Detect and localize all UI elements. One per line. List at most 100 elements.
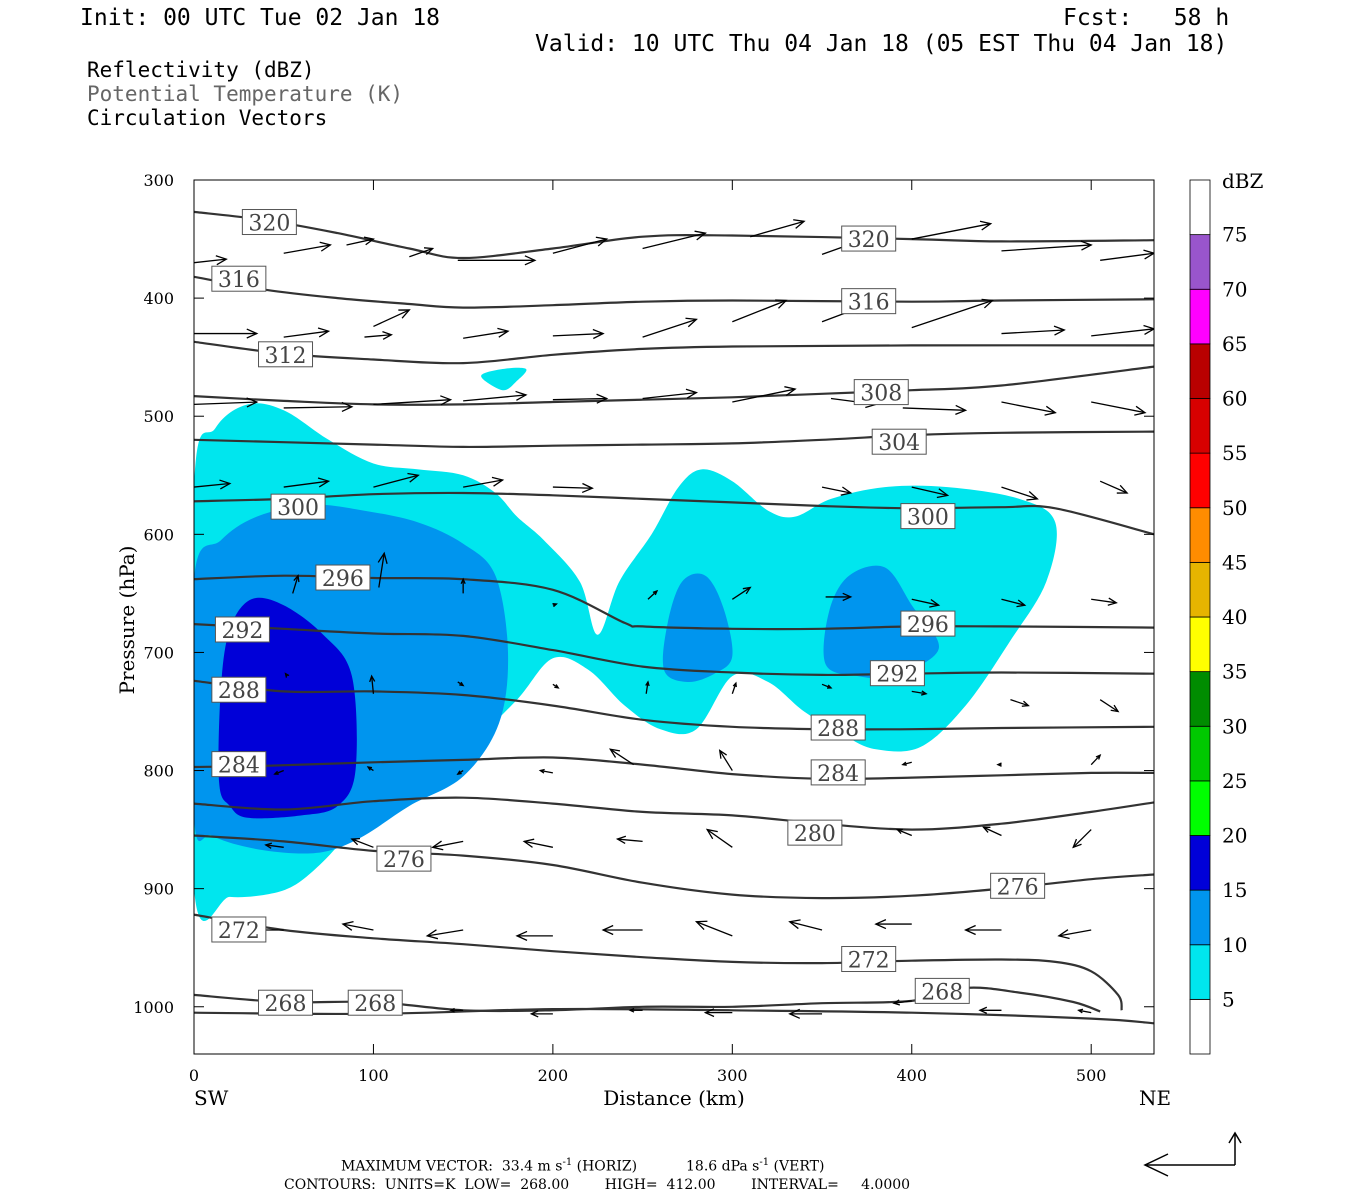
field-reflectivity: Reflectivity (dBZ) — [87, 58, 315, 82]
theta-label-320: 320 — [248, 212, 290, 237]
y-tick-label: 400 — [143, 289, 174, 308]
colorbar-swatch — [1189, 452, 1211, 509]
circulation-vector — [978, 1006, 1002, 1014]
theta-label-box — [211, 751, 267, 778]
colorbar-level-label: 10 — [1222, 933, 1247, 957]
theta-label-box — [869, 660, 925, 687]
circulation-vector — [874, 919, 912, 930]
circulation-vector — [788, 1008, 823, 1019]
circulation-vector — [1072, 829, 1092, 849]
circulation-vector — [645, 680, 650, 694]
y-tick-label: 800 — [143, 762, 174, 781]
circulation-vector — [373, 472, 420, 488]
axes: 300 400 500 600 700 800 900 1000 0 100 200 300 400 50… — [133, 171, 1154, 1085]
circulation-vector — [522, 838, 554, 848]
forecast-hour: Fcst: 58 h — [1063, 5, 1230, 31]
theta-label-288: 288 — [817, 717, 859, 742]
theta-contour-316-2 — [194, 275, 1154, 309]
colorbar: 5 10 15 20 25 30 35 40 45 50 55 60 65 70 75 — [1189, 179, 1247, 1055]
colorbar-level-label: 15 — [1222, 878, 1247, 902]
max-vert-value: 18.6 dPa s — [686, 1158, 760, 1175]
colorbar-level-label: 45 — [1222, 550, 1247, 574]
circulation-vector — [552, 328, 605, 340]
circulation-vector — [731, 586, 752, 600]
circulation-vector — [731, 681, 737, 694]
circulation-vector — [647, 589, 659, 600]
circulation-vector — [463, 390, 528, 402]
colorbar-swatch — [1189, 179, 1211, 236]
circulation-vector — [341, 920, 374, 931]
theta-label-276: 276 — [997, 875, 1039, 900]
theta-label-box — [900, 503, 956, 530]
circulation-vector — [642, 317, 698, 338]
x-tick-label: 200 — [538, 1066, 569, 1085]
theta-label-292: 292 — [876, 663, 918, 688]
theta-contour-288-13 — [194, 679, 1154, 731]
circulation-vector — [194, 255, 228, 266]
reflectivity-fills — [194, 367, 1057, 921]
circulation-vector — [1091, 597, 1118, 606]
y-tick-label: 500 — [143, 407, 174, 426]
theta-label-box — [270, 493, 326, 520]
circulation-vector — [902, 404, 968, 416]
theta-label-box — [841, 225, 897, 252]
colorbar-swatch — [1189, 780, 1211, 836]
max-horiz-value: 33.4 m s — [501, 1158, 563, 1175]
circulation-vector — [409, 247, 435, 258]
circulation-vector — [1001, 240, 1093, 252]
circulation-vector — [911, 220, 993, 240]
theta-contour-300-7 — [194, 491, 1154, 536]
colorbar-level-label: 5 — [1222, 987, 1235, 1011]
circulation-vector — [1010, 699, 1030, 707]
circulation-vector — [292, 574, 300, 594]
colorbar-level-label: 65 — [1222, 332, 1247, 356]
x-tick-label: 500 — [1076, 1066, 1107, 1085]
circulation-vector — [996, 762, 1002, 767]
theta-label-box — [211, 916, 267, 943]
circulation-vector — [552, 683, 560, 689]
theta-label-box — [211, 676, 267, 703]
circulation-vector — [431, 840, 464, 851]
theta-label-272: 272 — [848, 949, 890, 974]
valid-time: Valid: 10 UTC Thu 04 Jan 18 (05 EST Thu … — [535, 31, 1228, 57]
theta-label-300: 300 — [277, 496, 319, 521]
circulation-vector — [463, 476, 505, 488]
theta-contour-268-25 — [194, 1007, 1154, 1025]
contour-info: CONTOURS: UNITS=K LOW= 268.00 HIGH= 412.… — [284, 1177, 911, 1193]
colorbar-swatch — [1189, 398, 1211, 454]
circulation-vector — [515, 930, 553, 941]
colorbar-level-label: 70 — [1222, 277, 1247, 301]
circulation-vector — [460, 577, 466, 594]
theta-label-288: 288 — [218, 679, 260, 704]
circulation-vector — [718, 749, 733, 771]
theta-label-316: 316 — [848, 291, 890, 316]
x-tick-label: 100 — [358, 1066, 389, 1085]
y-tick-label: 1000 — [133, 998, 174, 1017]
theta-contour-272-20 — [194, 913, 1123, 1011]
circulation-vector — [369, 674, 376, 694]
theta-contour-292-11 — [194, 623, 1154, 677]
horiz-exponent: -1 — [562, 1157, 573, 1168]
circulation-vector — [194, 328, 259, 339]
circulation-vector — [608, 748, 634, 766]
circulation-vector — [264, 842, 284, 849]
circulation-vector — [1001, 486, 1039, 501]
circulation-vector — [642, 230, 707, 250]
circulation-vector — [628, 1007, 643, 1013]
max-vector-label: MAXIMUM VECTOR: — [341, 1158, 493, 1175]
theta-label-box — [787, 819, 843, 846]
theta-label-box — [810, 759, 866, 786]
theta-label-272: 272 — [218, 919, 260, 944]
circulation-vector — [538, 768, 553, 774]
circulation-vector — [457, 681, 465, 687]
x-tick-label: 300 — [717, 1066, 748, 1085]
circulation-vector — [642, 388, 699, 400]
circulation-vector — [732, 299, 788, 323]
theta-label-292: 292 — [221, 619, 263, 644]
x-tick-label: 0 — [189, 1066, 199, 1085]
circulation-vector — [1091, 324, 1154, 337]
theta-label-268: 268 — [265, 992, 307, 1017]
field-circulation-vectors: Circulation Vectors — [87, 106, 328, 130]
circulation-vector — [1001, 401, 1057, 416]
colorbar-swatch — [1189, 234, 1211, 290]
